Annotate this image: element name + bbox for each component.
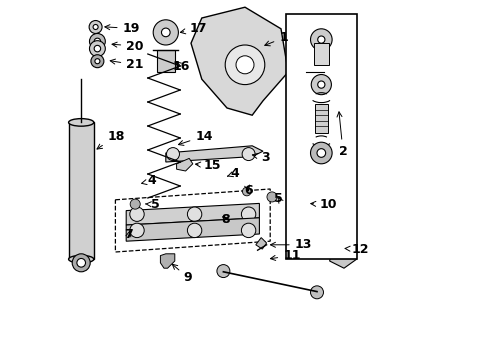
Circle shape <box>130 199 140 209</box>
Circle shape <box>94 38 100 45</box>
Circle shape <box>311 29 332 50</box>
Text: 17: 17 <box>180 22 207 35</box>
Ellipse shape <box>69 119 94 126</box>
Polygon shape <box>69 122 94 259</box>
Text: 4: 4 <box>228 167 239 180</box>
Text: 11: 11 <box>270 249 301 262</box>
Circle shape <box>311 142 332 164</box>
Text: 21: 21 <box>110 58 144 71</box>
Polygon shape <box>191 7 288 115</box>
Polygon shape <box>288 196 306 209</box>
Circle shape <box>187 223 202 238</box>
Circle shape <box>77 258 86 267</box>
Circle shape <box>130 223 144 238</box>
Polygon shape <box>256 238 267 249</box>
Text: 10: 10 <box>311 198 337 211</box>
Bar <box>315 104 328 133</box>
Circle shape <box>236 56 254 74</box>
Circle shape <box>153 20 178 45</box>
Polygon shape <box>330 236 357 268</box>
Text: 15: 15 <box>196 159 221 172</box>
Circle shape <box>243 187 251 196</box>
Bar <box>314 43 328 65</box>
Text: 6: 6 <box>244 184 252 197</box>
Circle shape <box>95 59 100 64</box>
Circle shape <box>267 192 277 202</box>
Text: 18: 18 <box>97 130 125 149</box>
Circle shape <box>89 21 102 33</box>
Text: 20: 20 <box>112 40 144 53</box>
Circle shape <box>291 197 300 206</box>
Text: 7: 7 <box>124 228 133 241</box>
Text: 16: 16 <box>173 60 191 73</box>
Circle shape <box>130 207 144 221</box>
Circle shape <box>167 148 179 161</box>
Text: 3: 3 <box>252 151 270 164</box>
Circle shape <box>317 149 326 157</box>
Text: 1: 1 <box>265 31 288 46</box>
Circle shape <box>94 45 100 52</box>
Polygon shape <box>176 158 193 171</box>
Ellipse shape <box>69 256 94 263</box>
Text: 19: 19 <box>105 22 140 35</box>
Polygon shape <box>126 203 259 225</box>
Polygon shape <box>166 146 263 162</box>
Circle shape <box>311 75 331 95</box>
Text: 13: 13 <box>270 238 312 251</box>
Polygon shape <box>126 218 259 241</box>
Text: 12: 12 <box>345 243 368 256</box>
Text: 5: 5 <box>146 198 160 211</box>
Circle shape <box>318 81 325 88</box>
Circle shape <box>225 45 265 85</box>
Text: 4: 4 <box>142 174 156 187</box>
Circle shape <box>187 207 202 221</box>
Text: 2: 2 <box>337 112 347 158</box>
Circle shape <box>217 265 230 278</box>
Text: 5: 5 <box>274 192 283 204</box>
Circle shape <box>162 28 170 37</box>
Circle shape <box>242 207 256 221</box>
Circle shape <box>311 286 323 299</box>
Circle shape <box>90 41 105 57</box>
Bar <box>286 14 357 259</box>
Bar <box>157 50 175 72</box>
Circle shape <box>242 223 256 238</box>
Circle shape <box>91 55 104 68</box>
Text: 8: 8 <box>221 213 230 226</box>
Text: 14: 14 <box>178 130 213 145</box>
Circle shape <box>242 148 255 161</box>
Text: 9: 9 <box>172 264 193 284</box>
Circle shape <box>318 36 325 43</box>
Circle shape <box>90 33 105 49</box>
Polygon shape <box>160 254 175 268</box>
Circle shape <box>72 254 90 272</box>
Circle shape <box>93 24 98 30</box>
